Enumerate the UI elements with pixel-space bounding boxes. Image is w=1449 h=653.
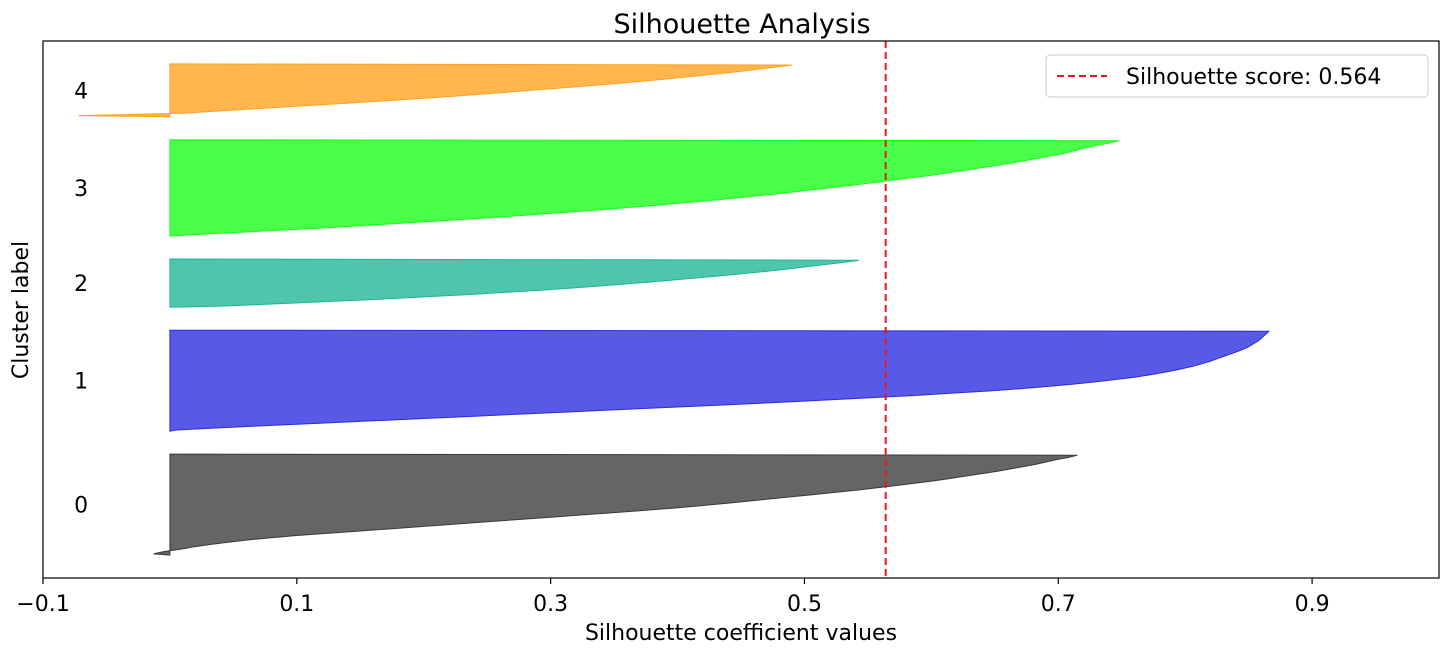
cluster-1-silhouette-fill — [169, 329, 1271, 432]
cluster-label-2: 2 — [74, 272, 88, 297]
cluster-fills — [78, 63, 1271, 556]
cluster-label-4: 4 — [74, 79, 88, 104]
legend-box — [1045, 54, 1429, 98]
x-tick-label: −0.1 — [16, 592, 69, 617]
cluster-label-1: 1 — [74, 370, 88, 395]
cluster-0-silhouette-fill — [153, 453, 1078, 556]
x-axis-ticks: −0.1 0.1 0.3 0.5 0.7 0.9 — [16, 578, 1330, 617]
x-tick-label: 0.3 — [533, 592, 568, 617]
x-tick-label: 0.9 — [1295, 592, 1330, 617]
chart-title: Silhouette Analysis — [613, 9, 870, 40]
cluster-labels: 0 1 2 3 4 — [74, 79, 88, 518]
x-axis-title: Silhouette coefficient values — [585, 621, 897, 646]
x-tick-label: 0.5 — [787, 592, 822, 617]
plot-frame — [42, 40, 1440, 579]
x-tick-label: 0.7 — [1041, 592, 1076, 617]
legend-entry-label: Silhouette score: 0.564 — [1126, 65, 1381, 90]
cluster-2-silhouette-fill — [169, 258, 860, 308]
cluster-label-0: 0 — [74, 494, 88, 519]
x-tick-label: 0.1 — [279, 592, 314, 617]
legend: Silhouette score: 0.564 — [1045, 54, 1429, 98]
cluster-4-silhouette-fill — [78, 63, 792, 118]
cluster-label-3: 3 — [74, 177, 88, 202]
y-axis-title: Cluster label — [9, 241, 34, 379]
cluster-3-silhouette-fill — [169, 139, 1120, 237]
